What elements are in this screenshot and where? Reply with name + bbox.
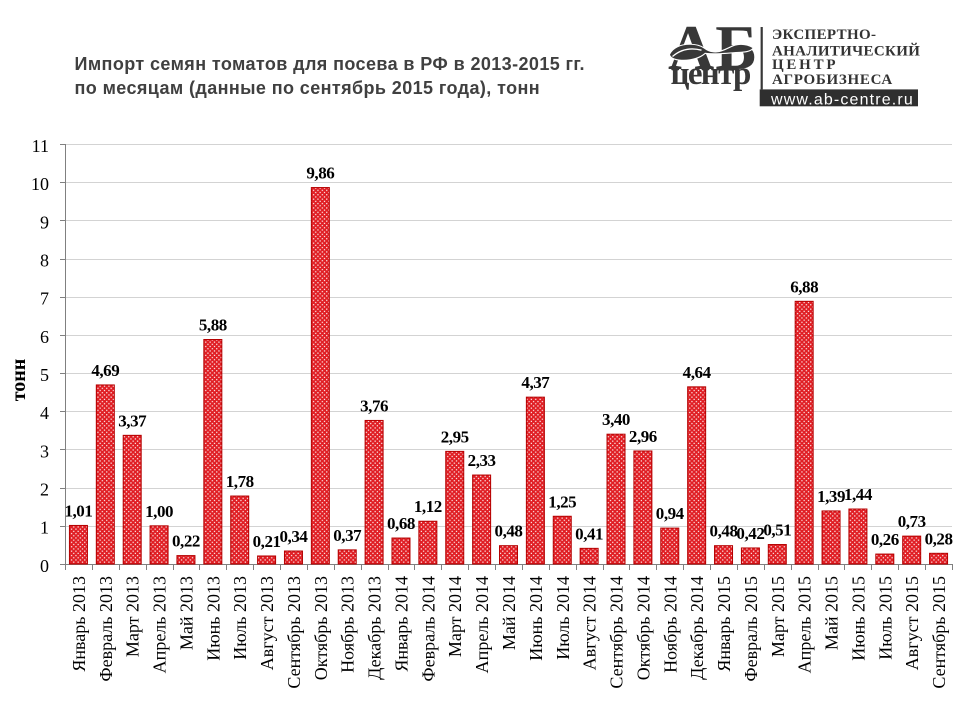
svg-text:0,42: 0,42 bbox=[736, 524, 764, 543]
svg-text:6,88: 6,88 bbox=[790, 277, 818, 296]
svg-text:Февраль 2014: Февраль 2014 bbox=[418, 576, 438, 682]
svg-text:0: 0 bbox=[40, 556, 49, 576]
svg-text:9,86: 9,86 bbox=[306, 164, 334, 183]
svg-text:Январь 2015: Январь 2015 bbox=[714, 576, 734, 672]
svg-text:1,12: 1,12 bbox=[414, 497, 442, 516]
svg-text:0,68: 0,68 bbox=[387, 514, 415, 533]
svg-text:0,51: 0,51 bbox=[763, 521, 791, 540]
svg-text:Март 2014: Март 2014 bbox=[445, 576, 465, 657]
svg-text:Сентябрь 2015: Сентябрь 2015 bbox=[929, 576, 949, 689]
svg-text:Сентябрь 2014: Сентябрь 2014 bbox=[607, 576, 627, 689]
svg-text:0,73: 0,73 bbox=[898, 512, 926, 531]
svg-text:Февраль 2015: Февраль 2015 bbox=[741, 576, 761, 682]
svg-text:Апрель 2013: Апрель 2013 bbox=[150, 576, 170, 673]
svg-text:4: 4 bbox=[40, 403, 49, 423]
svg-text:4,64: 4,64 bbox=[683, 363, 712, 382]
svg-text:2: 2 bbox=[40, 480, 49, 500]
svg-text:Июль 2014: Июль 2014 bbox=[553, 576, 573, 660]
svg-text:0,94: 0,94 bbox=[656, 504, 685, 523]
svg-text:Импорт семян томатов для посев: Импорт семян томатов для посева в РФ в 2… bbox=[75, 54, 585, 74]
svg-text:3,76: 3,76 bbox=[360, 396, 388, 415]
svg-text:ЭКСПЕРТНО-: ЭКСПЕРТНО- bbox=[772, 27, 876, 43]
svg-text:Октябрь 2013: Октябрь 2013 bbox=[311, 576, 331, 680]
svg-text:АНАЛИТИЧЕСКИЙ: АНАЛИТИЧЕСКИЙ bbox=[772, 43, 920, 60]
svg-text:2,33: 2,33 bbox=[468, 451, 496, 470]
svg-text:0,26: 0,26 bbox=[871, 530, 899, 549]
svg-text:Ноябрь 2014: Ноябрь 2014 bbox=[660, 576, 680, 673]
svg-text:Июнь 2013: Июнь 2013 bbox=[203, 576, 223, 661]
svg-text:Июнь 2014: Июнь 2014 bbox=[526, 576, 546, 661]
svg-text:0,37: 0,37 bbox=[333, 526, 362, 545]
svg-text:6: 6 bbox=[40, 327, 49, 347]
svg-text:4,37: 4,37 bbox=[521, 373, 550, 392]
svg-text:Сентябрь 2013: Сентябрь 2013 bbox=[284, 576, 304, 689]
svg-text:1,44: 1,44 bbox=[844, 485, 873, 504]
svg-text:8: 8 bbox=[40, 250, 49, 270]
svg-text:2,95: 2,95 bbox=[441, 427, 469, 446]
svg-text:3,37: 3,37 bbox=[118, 411, 147, 430]
svg-text:Август 2014: Август 2014 bbox=[580, 576, 600, 670]
svg-text:3: 3 bbox=[40, 441, 49, 461]
svg-text:Апрель 2015: Апрель 2015 bbox=[795, 576, 815, 673]
svg-text:1,01: 1,01 bbox=[64, 501, 92, 520]
svg-text:тонн: тонн bbox=[8, 359, 30, 402]
svg-text:Август 2015: Август 2015 bbox=[902, 576, 922, 670]
svg-text:4,69: 4,69 bbox=[91, 361, 119, 380]
svg-text:1,25: 1,25 bbox=[548, 492, 576, 511]
svg-text:0,48: 0,48 bbox=[495, 522, 523, 541]
svg-text:Ноябрь 2013: Ноябрь 2013 bbox=[338, 576, 358, 673]
svg-text:Декабрь 2014: Декабрь 2014 bbox=[687, 576, 707, 680]
svg-text:0,34: 0,34 bbox=[279, 527, 308, 546]
svg-text:9: 9 bbox=[40, 212, 49, 232]
svg-text:10: 10 bbox=[31, 174, 49, 194]
svg-text:1,39: 1,39 bbox=[817, 487, 845, 506]
svg-text:11: 11 bbox=[32, 136, 49, 156]
svg-text:Май 2014: Май 2014 bbox=[499, 576, 519, 650]
svg-text:Февраль 2013: Февраль 2013 bbox=[96, 576, 116, 682]
svg-text:Январь 2014: Январь 2014 bbox=[391, 576, 411, 672]
svg-text:Июль 2013: Июль 2013 bbox=[230, 576, 250, 660]
svg-text:0,28: 0,28 bbox=[925, 529, 953, 548]
svg-text:7: 7 bbox=[40, 289, 49, 309]
svg-text:Август 2013: Август 2013 bbox=[257, 576, 277, 670]
svg-text:Январь 2013: Январь 2013 bbox=[69, 576, 89, 672]
svg-text:5,88: 5,88 bbox=[199, 316, 227, 335]
svg-text:5: 5 bbox=[40, 365, 49, 385]
svg-text:Июль 2015: Июль 2015 bbox=[875, 576, 895, 660]
svg-text:ЦЕНТР: ЦЕНТР bbox=[772, 57, 838, 73]
svg-text:3,40: 3,40 bbox=[602, 410, 630, 429]
svg-text:Декабрь 2013: Декабрь 2013 bbox=[365, 576, 385, 680]
svg-text:Октябрь 2014: Октябрь 2014 bbox=[633, 576, 653, 680]
svg-text:АГРОБИЗНЕСА: АГРОБИЗНЕСА bbox=[772, 72, 893, 88]
svg-text:центр: центр bbox=[671, 56, 751, 92]
svg-text:www.ab-centre.ru: www.ab-centre.ru bbox=[770, 91, 914, 108]
svg-text:Март 2013: Март 2013 bbox=[123, 576, 143, 657]
svg-text:Апрель 2014: Апрель 2014 bbox=[472, 576, 492, 673]
svg-text:по месяцам (данные по сентябрь: по месяцам (данные по сентябрь 2015 года… bbox=[75, 78, 541, 98]
svg-text:1: 1 bbox=[40, 518, 49, 538]
svg-text:0,22: 0,22 bbox=[172, 532, 200, 551]
svg-text:0,48: 0,48 bbox=[710, 522, 738, 541]
svg-text:0,21: 0,21 bbox=[253, 532, 281, 551]
svg-text:1,00: 1,00 bbox=[145, 502, 173, 521]
svg-text:0,41: 0,41 bbox=[575, 524, 603, 543]
svg-text:Март 2015: Март 2015 bbox=[768, 576, 788, 657]
svg-text:1,78: 1,78 bbox=[226, 472, 254, 491]
svg-text:Май 2013: Май 2013 bbox=[176, 576, 196, 650]
svg-text:Июнь 2015: Июнь 2015 bbox=[848, 576, 868, 661]
svg-text:Май 2015: Май 2015 bbox=[822, 576, 842, 650]
svg-text:2,96: 2,96 bbox=[629, 427, 657, 446]
